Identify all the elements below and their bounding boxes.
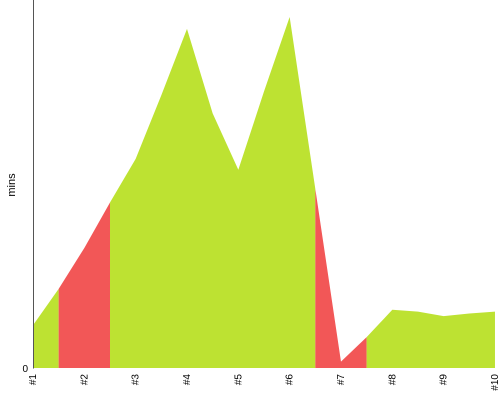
tick-layer: #1 #2 #3 #4 #5 #6 #7 #8 #9 #10 0 <box>22 364 500 391</box>
x-tick-label: #1 <box>28 374 39 386</box>
x-tick-label: #3 <box>131 374 142 386</box>
highlight-area-segment <box>315 188 367 368</box>
x-tick-label: #4 <box>182 374 193 386</box>
area-segment <box>33 288 59 368</box>
y-tick-label: 0 <box>22 364 28 375</box>
x-tick-label: #2 <box>79 374 90 386</box>
x-tick-label: #10 <box>490 374 500 391</box>
x-tick-label: #8 <box>387 374 398 386</box>
x-tick-label: #6 <box>285 374 296 386</box>
area-layer <box>33 17 495 368</box>
x-tick-label: #9 <box>439 374 450 386</box>
area-segment <box>366 309 495 368</box>
highlight-area-segment <box>58 202 110 368</box>
y-axis-label: mins <box>6 173 18 197</box>
x-tick-label: #7 <box>336 374 347 386</box>
area-segment <box>110 17 316 368</box>
x-tick-label: #5 <box>233 374 244 386</box>
